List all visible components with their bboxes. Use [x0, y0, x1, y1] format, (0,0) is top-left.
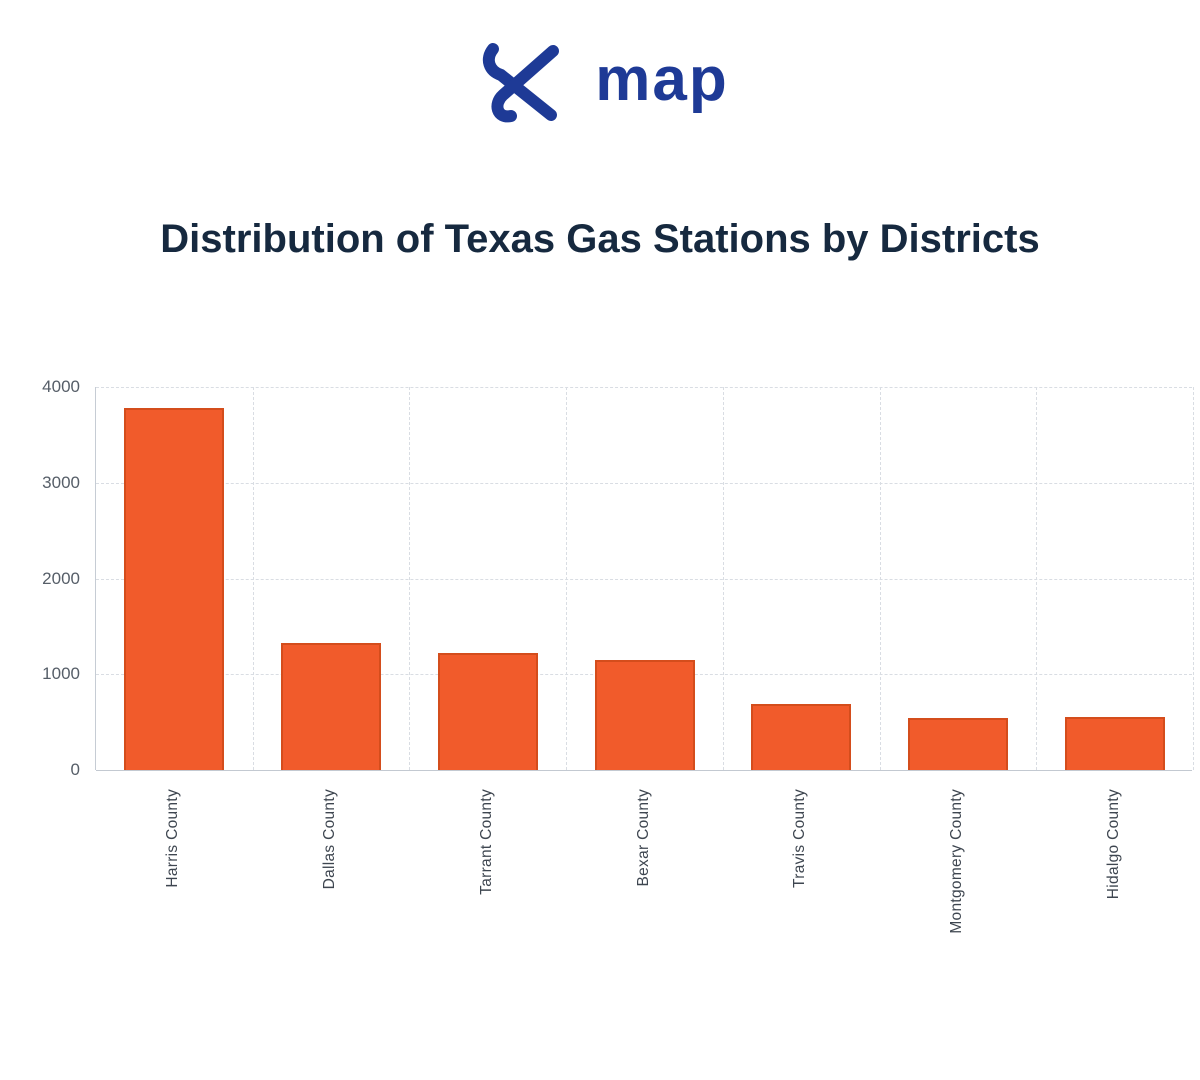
- bar-tarrant-county: [437, 653, 538, 770]
- page: map Distribution of Texas Gas Stations b…: [0, 0, 1200, 1027]
- h-gridline: [96, 387, 1192, 388]
- v-gridline: [879, 387, 881, 770]
- y-tick-label: 1000: [42, 664, 80, 684]
- x-axis-label: Dallas County: [321, 789, 339, 890]
- h-gridline: [96, 578, 1192, 580]
- h-gridline: [96, 482, 1192, 484]
- x-axis-label: Hidalgo County: [1104, 789, 1122, 900]
- x-axis-label: Montgomery County: [947, 789, 965, 934]
- bar-hidalgo-county: [1064, 717, 1165, 770]
- x-axis-label: Travis County: [791, 789, 809, 888]
- y-tick-label: 3000: [42, 472, 80, 492]
- x-axis-label: Harris County: [164, 789, 182, 888]
- v-gridline: [722, 387, 724, 770]
- bar-chart: Harris County Dallas County Tarrant County…: [0, 377, 1200, 1027]
- x-label-slot: Travis County: [722, 789, 879, 934]
- x-label-slot: Montgomery County: [879, 789, 1036, 934]
- bar-bexar-county: [594, 659, 695, 770]
- y-tick-label: 2000: [42, 568, 80, 588]
- x-label-slot: Harris County: [95, 789, 252, 934]
- bar-dallas-county: [281, 642, 382, 770]
- y-tick-label: 0: [70, 760, 80, 779]
- bar-harris-county: [124, 408, 225, 770]
- bar-travis-county: [751, 703, 852, 770]
- chart-title: Distribution of Texas Gas Stations by Di…: [160, 217, 1040, 261]
- x-label-slot: Dallas County: [252, 789, 409, 934]
- x-axis-line: [96, 770, 1192, 771]
- xmap-x-icon: [471, 33, 575, 133]
- logo: map: [0, 0, 1200, 135]
- v-gridline: [409, 387, 411, 770]
- x-axis-labels: Harris County Dallas County Tarrant County…: [95, 789, 1192, 934]
- logo-text: map: [595, 44, 729, 114]
- x-label-slot: Bexar County: [565, 789, 722, 934]
- plot-area: [95, 387, 1194, 771]
- x-label-slot: Tarrant County: [408, 789, 565, 934]
- x-axis-label: Bexar County: [634, 789, 652, 887]
- v-gridline: [252, 387, 254, 770]
- y-tick-label: 4000: [42, 377, 80, 396]
- v-gridline: [1036, 387, 1038, 770]
- x-label-slot: Hidalgo County: [1035, 789, 1192, 934]
- x-axis-label: Tarrant County: [477, 789, 495, 895]
- v-gridline: [1193, 387, 1194, 770]
- bar-montgomery-county: [907, 718, 1008, 770]
- v-gridline: [566, 387, 568, 770]
